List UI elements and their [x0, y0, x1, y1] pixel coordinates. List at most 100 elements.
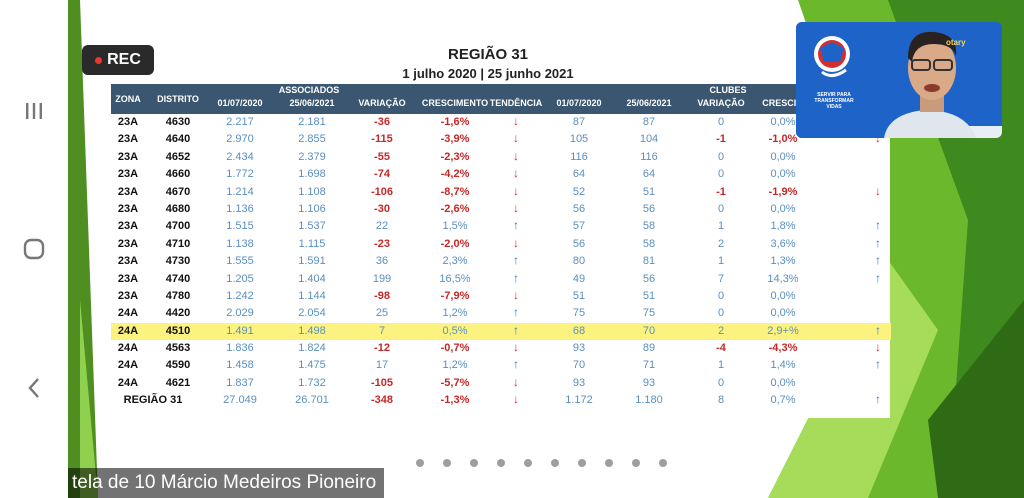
screen-share-caption: tela de 10 Márcio Medeiros Pioneiro: [68, 468, 385, 498]
header-assoc-date1: 01/07/2020: [217, 98, 263, 108]
cell-clubes-date1: 116: [570, 150, 588, 163]
header-clubes-variacao: VARIAÇÃO: [697, 98, 745, 108]
page-dot[interactable]: [470, 459, 478, 467]
cell-clubes-date2: 56: [642, 202, 656, 215]
cell-assoc-date2: 1.115: [298, 237, 326, 250]
cell-clubes-variacao: 1: [717, 359, 725, 372]
cell-distrito: 4652: [165, 150, 191, 163]
cell-assoc-date2: 1.591: [298, 255, 326, 268]
cell-zona: 23A: [117, 272, 139, 285]
cell-assoc-variacao: -36: [374, 116, 390, 128]
cell-assoc-date2: 1.537: [298, 220, 326, 233]
header-clubes-crescimento: CRESCIM: [762, 98, 804, 108]
cell-assoc-crescimento: 1,5%: [442, 220, 468, 233]
cell-clubes-date1: 57: [572, 220, 586, 233]
page-dot[interactable]: [632, 459, 640, 467]
table-row: 24A 4420 2.029 2.054 25 1,2% ↑ 75 75 0 0,0%: [111, 305, 891, 322]
cell-clubes-date2: 58: [642, 220, 656, 233]
cell-assoc-date1: 1.555: [226, 255, 254, 268]
cell-assoc-variacao: -30: [374, 202, 390, 215]
cell-assoc-crescimento: -2,3%: [440, 150, 470, 163]
cell-clubes-crescimento: 0,0%: [770, 150, 796, 163]
cell-clubes-variacao: 2: [717, 324, 725, 337]
cell-clubes-variacao: 0: [717, 376, 725, 389]
table-row: 23A 4640 2.970 2.855 -115 -3,9% ↓ 105 104 -1 -1,0%…: [111, 131, 891, 148]
trend-down-icon: ↓: [513, 340, 519, 355]
trend-up-icon: ↑: [875, 322, 881, 337]
cell-zona: 23A: [117, 116, 139, 128]
trend-down-icon: ↓: [875, 340, 881, 355]
cell-assoc-date1: 1.138: [226, 237, 254, 250]
cell-assoc-crescimento: -1,6%: [440, 116, 470, 128]
cell-assoc-date2: 2.379: [298, 150, 326, 163]
cell-assoc-variacao: -12: [374, 342, 390, 355]
cell-assoc-crescimento: -2,6%: [440, 202, 470, 215]
cell-assoc-date1: 2.217: [226, 116, 254, 128]
home-icon[interactable]: [18, 233, 50, 265]
header-clubes-date1: 01/07/2020: [556, 98, 602, 108]
rotary-logo-text: otary: [946, 38, 966, 47]
cell-distrito: 4660: [165, 168, 191, 181]
recording-label: REC: [107, 51, 141, 68]
cell-zona: 24A: [117, 359, 139, 372]
cell-clubes-date1: 56: [572, 202, 586, 215]
table-row: 23A 4780 1.242 1.144 -98 -7,9% ↓ 51 51 0 0,0%: [111, 288, 891, 305]
cell-clubes-variacao: 0: [717, 307, 725, 320]
trend-up-icon: ↑: [513, 322, 519, 337]
cell-assoc-date1: 2.434: [226, 150, 254, 163]
header-clubes: CLUBES: [709, 85, 747, 95]
cell-clubes-crescimento: 1,8%: [770, 220, 796, 233]
cell-assoc-variacao: 17: [375, 359, 389, 372]
table-row: 23A 4630 2.217 2.181 -36 -1,6% ↓ 87 87 0 0,0%: [111, 114, 891, 131]
page-dot[interactable]: [497, 459, 505, 467]
page-dot[interactable]: [659, 459, 667, 467]
cell-zona: 24A: [117, 307, 139, 320]
cell-clubes-date1: 1.172: [565, 394, 593, 407]
page-dot[interactable]: [416, 459, 424, 467]
page-dot[interactable]: [551, 459, 559, 467]
trend-down-icon: ↓: [513, 287, 519, 302]
cell-assoc-variacao: 36: [375, 255, 389, 268]
cell-clubes-date1: 56: [572, 237, 586, 250]
cell-clubes-crescimento: 1,3%: [770, 255, 796, 268]
cell-zona: 24A: [117, 376, 139, 389]
cell-clubes-crescimento: 0,0%: [770, 202, 796, 215]
cell-clubes-variacao: -1: [716, 185, 726, 198]
cell-distrito: 4710: [165, 237, 191, 250]
cell-clubes-date1: 93: [572, 376, 586, 389]
cell-assoc-date2: 26.701: [295, 394, 329, 407]
cell-assoc-crescimento: 1,2%: [442, 359, 468, 372]
trend-up-icon: ↑: [875, 270, 881, 285]
trend-down-icon: ↓: [513, 392, 519, 407]
cell-assoc-crescimento: -7,9%: [440, 289, 470, 302]
cell-distrito: 4621: [165, 376, 191, 389]
cell-clubes-variacao: -1: [716, 133, 726, 146]
cell-clubes-date2: 87: [642, 116, 656, 128]
page-dot[interactable]: [578, 459, 586, 467]
cell-clubes-variacao: 1: [717, 255, 725, 268]
cell-distrito: 4680: [165, 202, 191, 215]
participant-video-feed: [796, 22, 1002, 138]
cell-clubes-crescimento: 0,0%: [770, 289, 796, 302]
page-dot[interactable]: [524, 459, 532, 467]
participant-video[interactable]: SERVIR PARA TRANSFORMAR VIDAS otary: [796, 22, 1002, 138]
recent-apps-icon[interactable]: [18, 95, 50, 127]
cell-assoc-date1: 1.491: [226, 324, 254, 337]
trend-down-icon: ↓: [875, 183, 881, 198]
trend-up-icon: ↑: [875, 218, 881, 233]
page-indicator: [416, 459, 667, 467]
trend-up-icon: ↑: [513, 270, 519, 285]
cell-assoc-date2: 1.106: [298, 202, 326, 215]
cell-clubes-date2: 70: [642, 324, 656, 337]
cell-clubes-date1: 52: [572, 185, 586, 198]
cell-clubes-variacao: 0: [717, 116, 725, 128]
header-clubes-date2: 25/06/2021: [626, 98, 672, 108]
cell-assoc-crescimento: -4,2%: [440, 168, 470, 181]
page-dot[interactable]: [443, 459, 451, 467]
cell-clubes-crescimento: 1,4%: [770, 359, 796, 372]
back-icon[interactable]: [18, 372, 50, 404]
cell-clubes-variacao: 2: [717, 237, 725, 250]
cell-clubes-date2: 104: [639, 133, 659, 146]
page-dot[interactable]: [605, 459, 613, 467]
cell-clubes-variacao: 8: [717, 394, 725, 407]
